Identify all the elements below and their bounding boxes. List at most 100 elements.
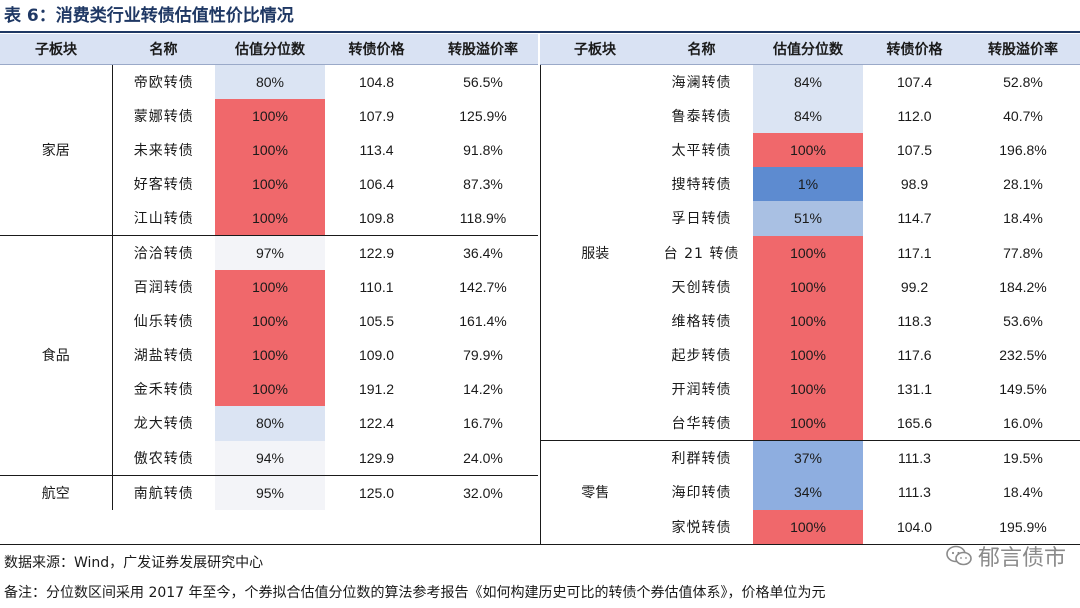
- premium-cell: 184.2%: [999, 279, 1047, 295]
- price-cell: 105.5: [358, 313, 395, 329]
- watermark: 郁言债市: [946, 540, 1066, 572]
- percentile-cell: 84%: [753, 64, 863, 99]
- segment-cell: 食品: [0, 235, 112, 475]
- price-cell: 117.6: [897, 347, 932, 363]
- column-gap: [538, 201, 540, 236]
- percentile-cell: 100%: [215, 304, 325, 338]
- table-row: 仙乐转债 100% 105.5 161.4% 维格转债 100% 118.3 53.6%: [0, 304, 1080, 338]
- bond-name-cell: 太平转债: [671, 143, 732, 159]
- bond-name-cell: 天创转债: [671, 280, 732, 296]
- premium-cell: 195.9%: [999, 518, 1047, 535]
- premium-cell: 161.4%: [459, 313, 507, 329]
- table-title: 表 6：消费类行业转债估值性价比情况: [4, 6, 294, 26]
- price-cell: 191.2: [358, 381, 395, 397]
- bond-name-cell: 搜特转债: [671, 177, 732, 193]
- table-row: 金禾转债 100% 191.2 14.2% 开润转债 100% 131.1 149.5%: [0, 372, 1080, 406]
- table-row: 未来转债 100% 113.4 91.8% 太平转债 100% 107.5 196.8%: [0, 133, 1080, 167]
- price-cell: 165.6: [896, 415, 933, 431]
- premium-cell: 24.0%: [463, 449, 503, 466]
- header-premium-right: 转股溢价率: [966, 34, 1080, 65]
- column-gap: [538, 475, 540, 510]
- price-cell: 125.0: [325, 474, 428, 510]
- percentile-cell: 94%: [215, 440, 325, 475]
- bond-name-cell: 金禾转债: [111, 372, 215, 406]
- bond-name-cell: 开润转债: [671, 382, 732, 398]
- bond-name-cell: 帝欧转债: [111, 64, 215, 99]
- percentile-cell: 100%: [215, 201, 325, 236]
- segment-cell: 服装: [539, 64, 650, 441]
- bond-name-cell: 台 21 转债: [663, 245, 740, 262]
- table-row: 蒙娜转债 100% 107.9 125.9% 鲁泰转债 84% 112.0 40.7%: [0, 99, 1080, 133]
- premium-cell: 56.5%: [463, 74, 503, 90]
- percentile-cell: 100%: [215, 338, 325, 372]
- empty-cell: [215, 510, 325, 544]
- premium-cell: 52.8%: [1003, 74, 1043, 90]
- bond-name-cell: 洽洽转债: [111, 235, 215, 270]
- header-name-left: 名称: [112, 34, 215, 65]
- bond-name-cell: 孚日转债: [671, 211, 732, 228]
- empty-cell: [325, 510, 428, 544]
- price-cell: 122.4: [358, 415, 395, 432]
- column-gap: [538, 406, 540, 441]
- premium-cell: 28.1%: [1003, 176, 1043, 192]
- table-row: 龙大转债 80% 122.4 16.7% 台华转债 100% 165.6 16.0%: [0, 406, 1080, 441]
- bond-name-cell: 龙大转债: [111, 406, 215, 441]
- bottom-rule: [0, 544, 1080, 545]
- header-segment-left: 子板块: [0, 34, 112, 65]
- header-gap: [538, 34, 540, 65]
- table-row: 好客转债 100% 106.4 87.3% 搜特转债 1% 98.9 28.1%: [0, 167, 1080, 201]
- price-cell: 112.0: [897, 108, 932, 124]
- price-cell: 129.9: [358, 449, 395, 466]
- percentile-cell: 84%: [753, 99, 863, 133]
- percentile-cell: 100%: [753, 338, 863, 372]
- premium-cell: 16.0%: [1003, 415, 1043, 431]
- premium-cell: 40.7%: [1003, 108, 1043, 124]
- column-gap: [538, 338, 540, 372]
- percentile-cell: 100%: [753, 304, 863, 338]
- column-gap: [538, 509, 540, 544]
- watermark-text: 郁言债市: [977, 546, 1066, 571]
- table-body: 家居 帝欧转债 80% 104.8 56.5% 服装 海澜转债 84% 107.4 52.8% 蒙娜…: [0, 64, 1080, 544]
- header-row: 子板块 名称 估值分位数 转债价格 转股溢价率 子板块 名称 估值分位数 转债价…: [0, 34, 1080, 65]
- price-cell: 104.0: [896, 518, 933, 535]
- table-row: 航空 南航转债 95% 125.0 32.0% 海印转债 34% 111.3 18.4%: [0, 474, 1080, 510]
- bond-name-cell: 百润转债: [111, 270, 215, 304]
- bond-name-cell: 傲农转债: [111, 440, 215, 475]
- bond-name-cell: 海印转债: [671, 485, 732, 502]
- column-gap: [538, 440, 540, 475]
- source-note: 数据来源：Wind，广发证券发展研究中心: [4, 555, 264, 571]
- bond-name-cell: 家悦转债: [671, 519, 732, 536]
- percentile-cell: 51%: [753, 201, 863, 236]
- premium-cell: 118.9%: [459, 210, 507, 226]
- price-cell: 99.2: [900, 279, 929, 295]
- percentile-cell: 97%: [215, 235, 325, 270]
- bond-name-cell: 蒙娜转债: [111, 99, 215, 133]
- percentile-cell: 100%: [753, 372, 863, 406]
- premium-cell: 18.4%: [1003, 484, 1043, 501]
- table-row: 家悦转债 100% 104.0 195.9%: [0, 509, 1080, 544]
- percentile-cell: 100%: [215, 133, 325, 167]
- percentile-cell: 100%: [215, 167, 325, 201]
- percentile-cell: 1%: [753, 167, 863, 201]
- header-name-right: 名称: [650, 34, 753, 65]
- bond-name-cell: 江山转债: [111, 201, 215, 236]
- percentile-cell: 100%: [753, 406, 863, 441]
- table-row: 食品 洽洽转债 97% 122.9 36.4% 台 21 转债 100% 117.1 77.8%: [0, 235, 1080, 475]
- premium-cell: 77.8%: [1003, 244, 1043, 261]
- top-rule: [0, 31, 1080, 33]
- bond-name-cell: 未来转债: [111, 133, 215, 167]
- percentile-cell: 80%: [215, 64, 325, 99]
- segment-cell: 零售: [539, 440, 650, 544]
- bond-name-cell: 湖盐转债: [111, 338, 215, 372]
- percentile-cell: 100%: [753, 509, 863, 544]
- price-cell: 122.9: [325, 235, 428, 270]
- table-row: 百润转债 100% 110.1 142.7% 天创转债 100% 99.2 184.2%: [0, 270, 1080, 304]
- premium-cell: 32.0%: [428, 474, 538, 510]
- percentile-cell: 100%: [753, 235, 863, 270]
- empty-cell: [0, 510, 112, 544]
- price-cell: 114.7: [897, 210, 932, 227]
- column-gap: [538, 64, 540, 99]
- percentile-cell: 100%: [215, 270, 325, 304]
- premium-cell: 19.5%: [966, 440, 1080, 475]
- premium-cell: 14.2%: [463, 381, 503, 397]
